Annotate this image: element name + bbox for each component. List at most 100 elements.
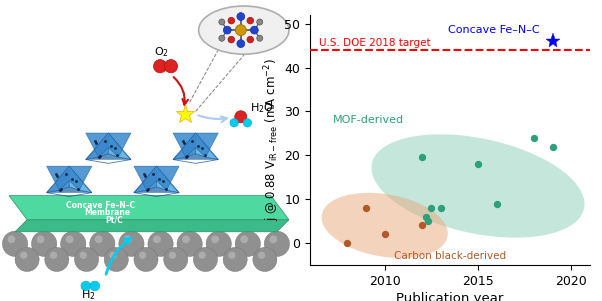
Circle shape bbox=[247, 17, 253, 24]
Circle shape bbox=[50, 252, 57, 259]
Circle shape bbox=[247, 36, 253, 43]
Circle shape bbox=[223, 26, 231, 34]
Polygon shape bbox=[108, 135, 131, 160]
Circle shape bbox=[15, 247, 39, 272]
Circle shape bbox=[37, 235, 45, 243]
Circle shape bbox=[164, 60, 178, 73]
Circle shape bbox=[154, 60, 167, 73]
Circle shape bbox=[219, 19, 225, 25]
Point bbox=[417, 155, 427, 160]
Circle shape bbox=[182, 235, 190, 243]
Point bbox=[343, 240, 352, 245]
Point bbox=[492, 201, 501, 206]
Circle shape bbox=[75, 247, 99, 272]
Circle shape bbox=[237, 40, 244, 48]
Point bbox=[423, 219, 432, 223]
Circle shape bbox=[237, 13, 244, 20]
Circle shape bbox=[7, 235, 16, 243]
Point bbox=[380, 232, 389, 237]
Circle shape bbox=[148, 231, 173, 256]
Polygon shape bbox=[173, 133, 219, 157]
Text: Membrane: Membrane bbox=[84, 208, 131, 217]
Ellipse shape bbox=[371, 134, 585, 238]
Text: Concave Fe–N–C: Concave Fe–N–C bbox=[448, 25, 539, 36]
Circle shape bbox=[235, 25, 246, 36]
Circle shape bbox=[95, 235, 102, 243]
Circle shape bbox=[230, 119, 238, 127]
Circle shape bbox=[177, 231, 202, 256]
Polygon shape bbox=[86, 154, 131, 160]
Point bbox=[421, 214, 430, 219]
Circle shape bbox=[228, 36, 235, 43]
Circle shape bbox=[134, 247, 158, 272]
Polygon shape bbox=[9, 196, 289, 220]
Circle shape bbox=[250, 26, 258, 34]
Circle shape bbox=[240, 235, 248, 243]
Point bbox=[417, 223, 427, 228]
Y-axis label: j @ 0.88 V$_\mathrm{iR-free}$ (mA cm$^{-2}$): j @ 0.88 V$_\mathrm{iR-free}$ (mA cm$^{-… bbox=[262, 58, 282, 222]
Circle shape bbox=[90, 281, 100, 291]
Circle shape bbox=[235, 231, 261, 256]
Circle shape bbox=[211, 235, 219, 243]
Circle shape bbox=[206, 231, 231, 256]
Circle shape bbox=[223, 247, 247, 272]
Polygon shape bbox=[157, 169, 179, 193]
Circle shape bbox=[110, 252, 117, 259]
Text: O$_2$: O$_2$ bbox=[154, 46, 169, 60]
Text: H$_2$O: H$_2$O bbox=[250, 101, 274, 115]
Polygon shape bbox=[46, 169, 69, 193]
Circle shape bbox=[81, 281, 91, 291]
Text: U.S. DOE 2018 target: U.S. DOE 2018 target bbox=[320, 38, 431, 48]
Circle shape bbox=[139, 252, 146, 259]
Point bbox=[473, 162, 483, 166]
Circle shape bbox=[164, 247, 188, 272]
Point bbox=[548, 144, 557, 149]
Circle shape bbox=[253, 247, 277, 272]
Point bbox=[529, 135, 539, 140]
Polygon shape bbox=[134, 187, 179, 193]
Circle shape bbox=[235, 111, 247, 123]
Polygon shape bbox=[196, 135, 219, 160]
Circle shape bbox=[2, 231, 28, 256]
Polygon shape bbox=[86, 135, 108, 160]
Circle shape bbox=[228, 17, 235, 24]
Text: Carbon black-derived: Carbon black-derived bbox=[394, 251, 506, 261]
Polygon shape bbox=[134, 169, 157, 193]
Circle shape bbox=[258, 252, 265, 259]
Circle shape bbox=[31, 231, 57, 256]
Circle shape bbox=[153, 235, 161, 243]
Point bbox=[361, 206, 371, 210]
Circle shape bbox=[61, 231, 86, 256]
Ellipse shape bbox=[199, 6, 289, 54]
X-axis label: Publication year: Publication year bbox=[396, 292, 504, 301]
Point bbox=[436, 206, 445, 210]
Polygon shape bbox=[173, 154, 219, 160]
Circle shape bbox=[264, 231, 290, 256]
Circle shape bbox=[228, 252, 235, 259]
Circle shape bbox=[243, 119, 252, 127]
Polygon shape bbox=[69, 169, 92, 193]
Polygon shape bbox=[46, 187, 92, 193]
Circle shape bbox=[269, 235, 277, 243]
Ellipse shape bbox=[321, 193, 448, 258]
Text: MOF-derived: MOF-derived bbox=[332, 115, 403, 125]
Circle shape bbox=[45, 247, 69, 272]
Circle shape bbox=[199, 252, 206, 259]
Polygon shape bbox=[46, 166, 92, 190]
Circle shape bbox=[104, 247, 128, 272]
Text: Concave Fe–N–C: Concave Fe–N–C bbox=[66, 201, 135, 210]
Circle shape bbox=[219, 35, 225, 41]
Circle shape bbox=[79, 252, 87, 259]
Circle shape bbox=[66, 235, 73, 243]
Circle shape bbox=[169, 252, 176, 259]
Circle shape bbox=[193, 247, 217, 272]
Point bbox=[427, 206, 436, 210]
Polygon shape bbox=[86, 133, 131, 157]
Polygon shape bbox=[134, 166, 179, 190]
Circle shape bbox=[257, 35, 263, 41]
Polygon shape bbox=[173, 135, 196, 160]
Circle shape bbox=[20, 252, 28, 259]
Circle shape bbox=[119, 231, 144, 256]
Polygon shape bbox=[15, 220, 289, 232]
Circle shape bbox=[90, 231, 115, 256]
